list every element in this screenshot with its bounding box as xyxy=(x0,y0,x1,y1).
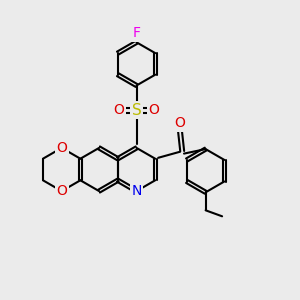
Text: O: O xyxy=(148,103,159,117)
Text: N: N xyxy=(131,184,142,198)
Text: F: F xyxy=(133,26,140,40)
Text: O: O xyxy=(56,184,67,198)
Text: O: O xyxy=(174,116,185,130)
Text: S: S xyxy=(132,103,141,118)
Text: O: O xyxy=(114,103,124,117)
Text: O: O xyxy=(56,141,67,155)
